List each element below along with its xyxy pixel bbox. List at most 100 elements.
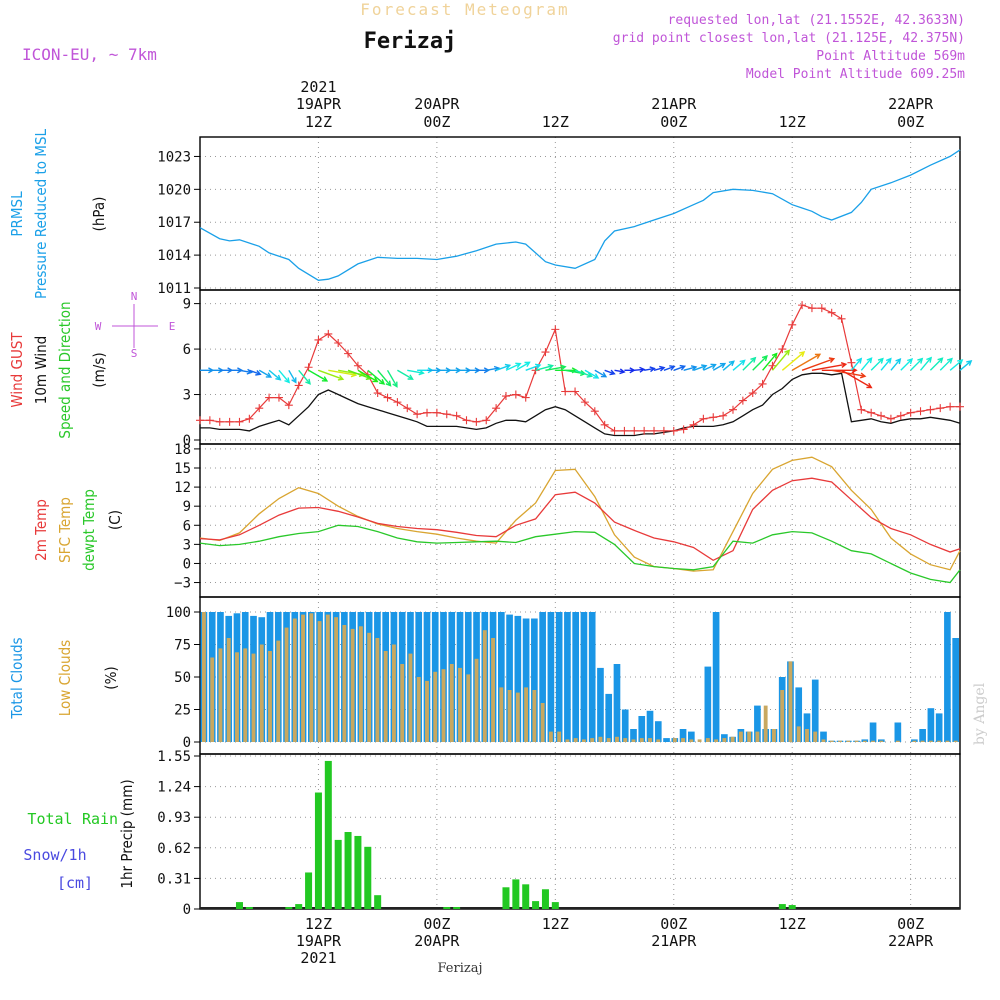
wind-arrow-shaft (347, 369, 372, 380)
total-cloud-bar (919, 729, 926, 742)
rain-bar (541, 889, 549, 909)
y-tick-label: 0 (183, 433, 191, 449)
gust-marker (501, 392, 510, 401)
bottom-tick-hour: 12Z (779, 915, 806, 933)
bottom-tick-year: 2021 (300, 949, 336, 967)
gust-marker (896, 411, 905, 420)
gust-marker (926, 405, 935, 414)
gust-marker (650, 426, 659, 435)
gust-marker (521, 393, 530, 402)
wind-arrow-shaft (367, 369, 385, 385)
wind-arrow (407, 369, 425, 376)
top-tick-date: 21APR (651, 95, 697, 113)
bottom-tick-hour: 00Z (423, 915, 450, 933)
wind-arrow-head (649, 366, 656, 373)
low-cloud-bar (243, 648, 248, 742)
wind-arrow-shaft (288, 369, 297, 383)
low-cloud-bar (375, 638, 380, 742)
total-cloud-bar (687, 731, 695, 742)
wind-arrow-shaft (722, 360, 735, 371)
wind-arrow (584, 369, 600, 379)
wind-arrow-head (600, 372, 608, 378)
low-cloud-bar (367, 632, 372, 742)
wind-arrow (663, 365, 676, 371)
wind-arrow-head (840, 362, 848, 368)
wind-arrow (525, 363, 542, 371)
rain-bar (295, 904, 303, 909)
wind-arrow-shaft (939, 358, 953, 371)
low-cloud-bar (805, 729, 809, 742)
low-cloud-bar (780, 690, 785, 742)
wind-arrow (673, 364, 687, 371)
total-cloud-bar (539, 612, 546, 742)
low-cloud-bar (540, 703, 545, 742)
gust-marker (719, 411, 728, 420)
low-cloud-bar (763, 705, 768, 742)
wind-arrow (386, 369, 398, 388)
wind-arrow-shaft (604, 369, 615, 375)
gust-marker (304, 363, 313, 372)
wind-arrow-head (534, 363, 542, 370)
gust-marker (393, 398, 402, 407)
wind-arrow-shaft (712, 362, 726, 371)
wind-arrow (929, 357, 944, 371)
wind-arrow-shaft (386, 369, 398, 387)
wind-arrow-shaft (791, 353, 821, 371)
wind-arrow-head (392, 381, 398, 388)
wind-arrow-head (856, 357, 863, 364)
wind-arrow-shaft (278, 369, 290, 383)
y-tick-label: 15 (174, 461, 191, 477)
gust-marker (492, 404, 501, 413)
wind-arrow-head (609, 369, 616, 376)
wind-arrow (357, 369, 379, 383)
wind-arrow (239, 368, 253, 375)
wind-arrow (574, 369, 593, 378)
y-tick-label: 25 (174, 703, 191, 719)
gust-marker (906, 408, 915, 417)
total-cloud-bar (952, 638, 959, 742)
wind-arrow (594, 369, 608, 378)
low-cloud-bar (416, 677, 421, 742)
top-tick-date: 20APR (414, 95, 460, 113)
y-tick-label: 1.24 (157, 780, 191, 796)
wind-arrow-shaft (811, 363, 846, 371)
header-title: Forecast Meteogram (360, 0, 569, 19)
total-cloud-bar (654, 721, 662, 742)
wind-arrow-head (719, 362, 727, 369)
wind-arrow-shaft (949, 359, 963, 371)
total-cloud-bar (564, 612, 571, 742)
rain-bar (453, 907, 461, 909)
bottom-tick-date: 20APR (414, 932, 460, 950)
low-cloud-bar (838, 740, 842, 742)
low-cloud-bar (284, 627, 289, 742)
wind-arrow-head (739, 359, 746, 366)
gust-marker (472, 417, 481, 426)
wind-arrow-head (385, 380, 392, 387)
low-cloud-bar (846, 740, 851, 742)
wind-arrow (732, 359, 746, 371)
wind-arrow-shaft (239, 369, 252, 374)
gust-marker (936, 404, 945, 413)
gust-marker (807, 304, 816, 313)
panel-frame (199, 753, 961, 910)
gust-marker (215, 417, 224, 426)
total-clouds-label: Total Clouds (8, 637, 26, 719)
wind-arrow-shaft (357, 369, 378, 383)
gust-marker (413, 410, 422, 419)
total-cloud-bar (630, 729, 637, 742)
wind-arrow-shaft (574, 369, 592, 377)
gust-marker (600, 420, 609, 429)
y-tick-label: 0.93 (157, 810, 191, 826)
wind-arrow (634, 366, 646, 373)
gust-marker (817, 304, 826, 313)
low-cloud-bar (557, 731, 562, 742)
pressure-label-2: Pressure Reduced to MSL (32, 128, 50, 299)
wind-arrow-head (669, 365, 676, 371)
top-tick-year: 2021 (300, 78, 336, 96)
total-cloud-bar (704, 666, 712, 742)
gust-marker (196, 416, 204, 425)
low-cloud-bar (945, 740, 950, 742)
wind-arrow-head (907, 358, 914, 365)
wind-direction-label: Speed and Direction (56, 301, 74, 438)
compass-w: W (95, 320, 102, 333)
